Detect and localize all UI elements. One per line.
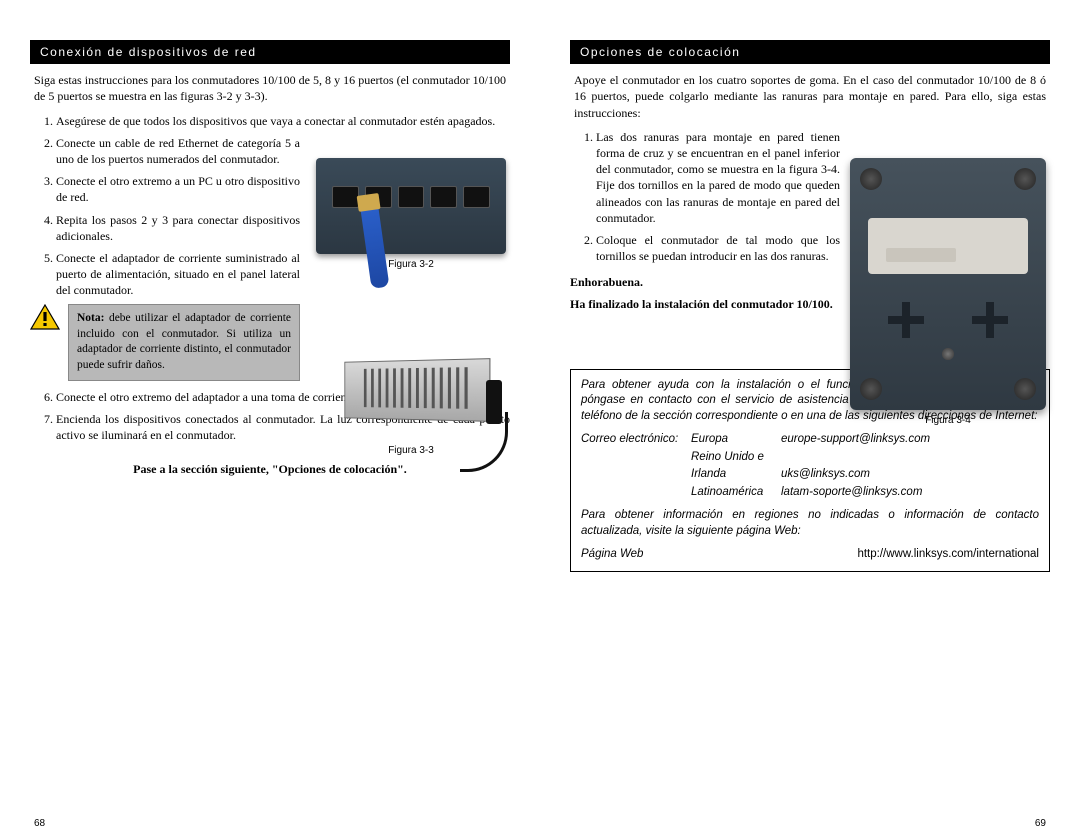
switch-front-image: [316, 158, 506, 254]
left-next-section: Pase a la sección siguiente, "Opciones d…: [30, 461, 510, 477]
figure-3-2-caption: Figura 3-2: [316, 258, 506, 272]
support-web-row: Página Web http://www.linksys.com/intern…: [581, 547, 1039, 563]
page-left: Conexión de dispositivos de red Siga est…: [30, 40, 510, 814]
right-intro: Apoye el conmutador en los cuatro soport…: [570, 72, 1050, 121]
left-intro: Siga estas instrucciones para los conmut…: [30, 72, 510, 104]
switch-side-image: [316, 350, 506, 440]
note-box: Nota: debe utilizar el adaptador de corr…: [68, 304, 300, 380]
right-section-header: Opciones de colocación: [570, 40, 1050, 64]
figure-3-4-caption: Figura 3-4: [850, 414, 1046, 428]
page-number-right: 69: [1035, 817, 1046, 831]
switch-bottom-image: [850, 158, 1046, 410]
note-label: Nota:: [77, 312, 104, 324]
support-region-3: Latinoamérica: [691, 485, 781, 501]
warning-icon: [30, 304, 60, 330]
support-region-1: Reino Unido e: [691, 450, 781, 466]
support-email-1: [781, 450, 1039, 466]
page-number-left: 68: [34, 817, 45, 831]
support-email-3: latam-soporte@linksys.com: [781, 485, 1039, 501]
support-grid: Correo electrónico: Europa europe-suppor…: [581, 432, 1039, 500]
support-email-label: Correo electrónico:: [581, 432, 691, 448]
support-web-url: http://www.linksys.com/international: [857, 547, 1039, 563]
figure-3-2: Figura 3-2: [316, 158, 506, 272]
figure-3-4: Figura 3-4: [850, 158, 1046, 428]
left-section-header: Conexión de dispositivos de red: [30, 40, 510, 64]
page-right: Opciones de colocación Apoye el conmutad…: [570, 40, 1050, 814]
left-step-1: Asegúrese de que todos los dispositivos …: [56, 113, 510, 129]
support-web-label: Página Web: [581, 547, 643, 563]
figure-3-3: Figura 3-3: [316, 350, 506, 458]
support-email-2: uks@linksys.com: [781, 467, 1039, 483]
support-region-0: Europa: [691, 432, 781, 448]
support-p2: Para obtener información en regiones no …: [581, 508, 1039, 539]
note-text: debe utilizar el adaptador de corriente …: [77, 312, 291, 371]
support-email-0: europe-support@linksys.com: [781, 432, 1039, 448]
support-region-2: Irlanda: [691, 467, 781, 483]
